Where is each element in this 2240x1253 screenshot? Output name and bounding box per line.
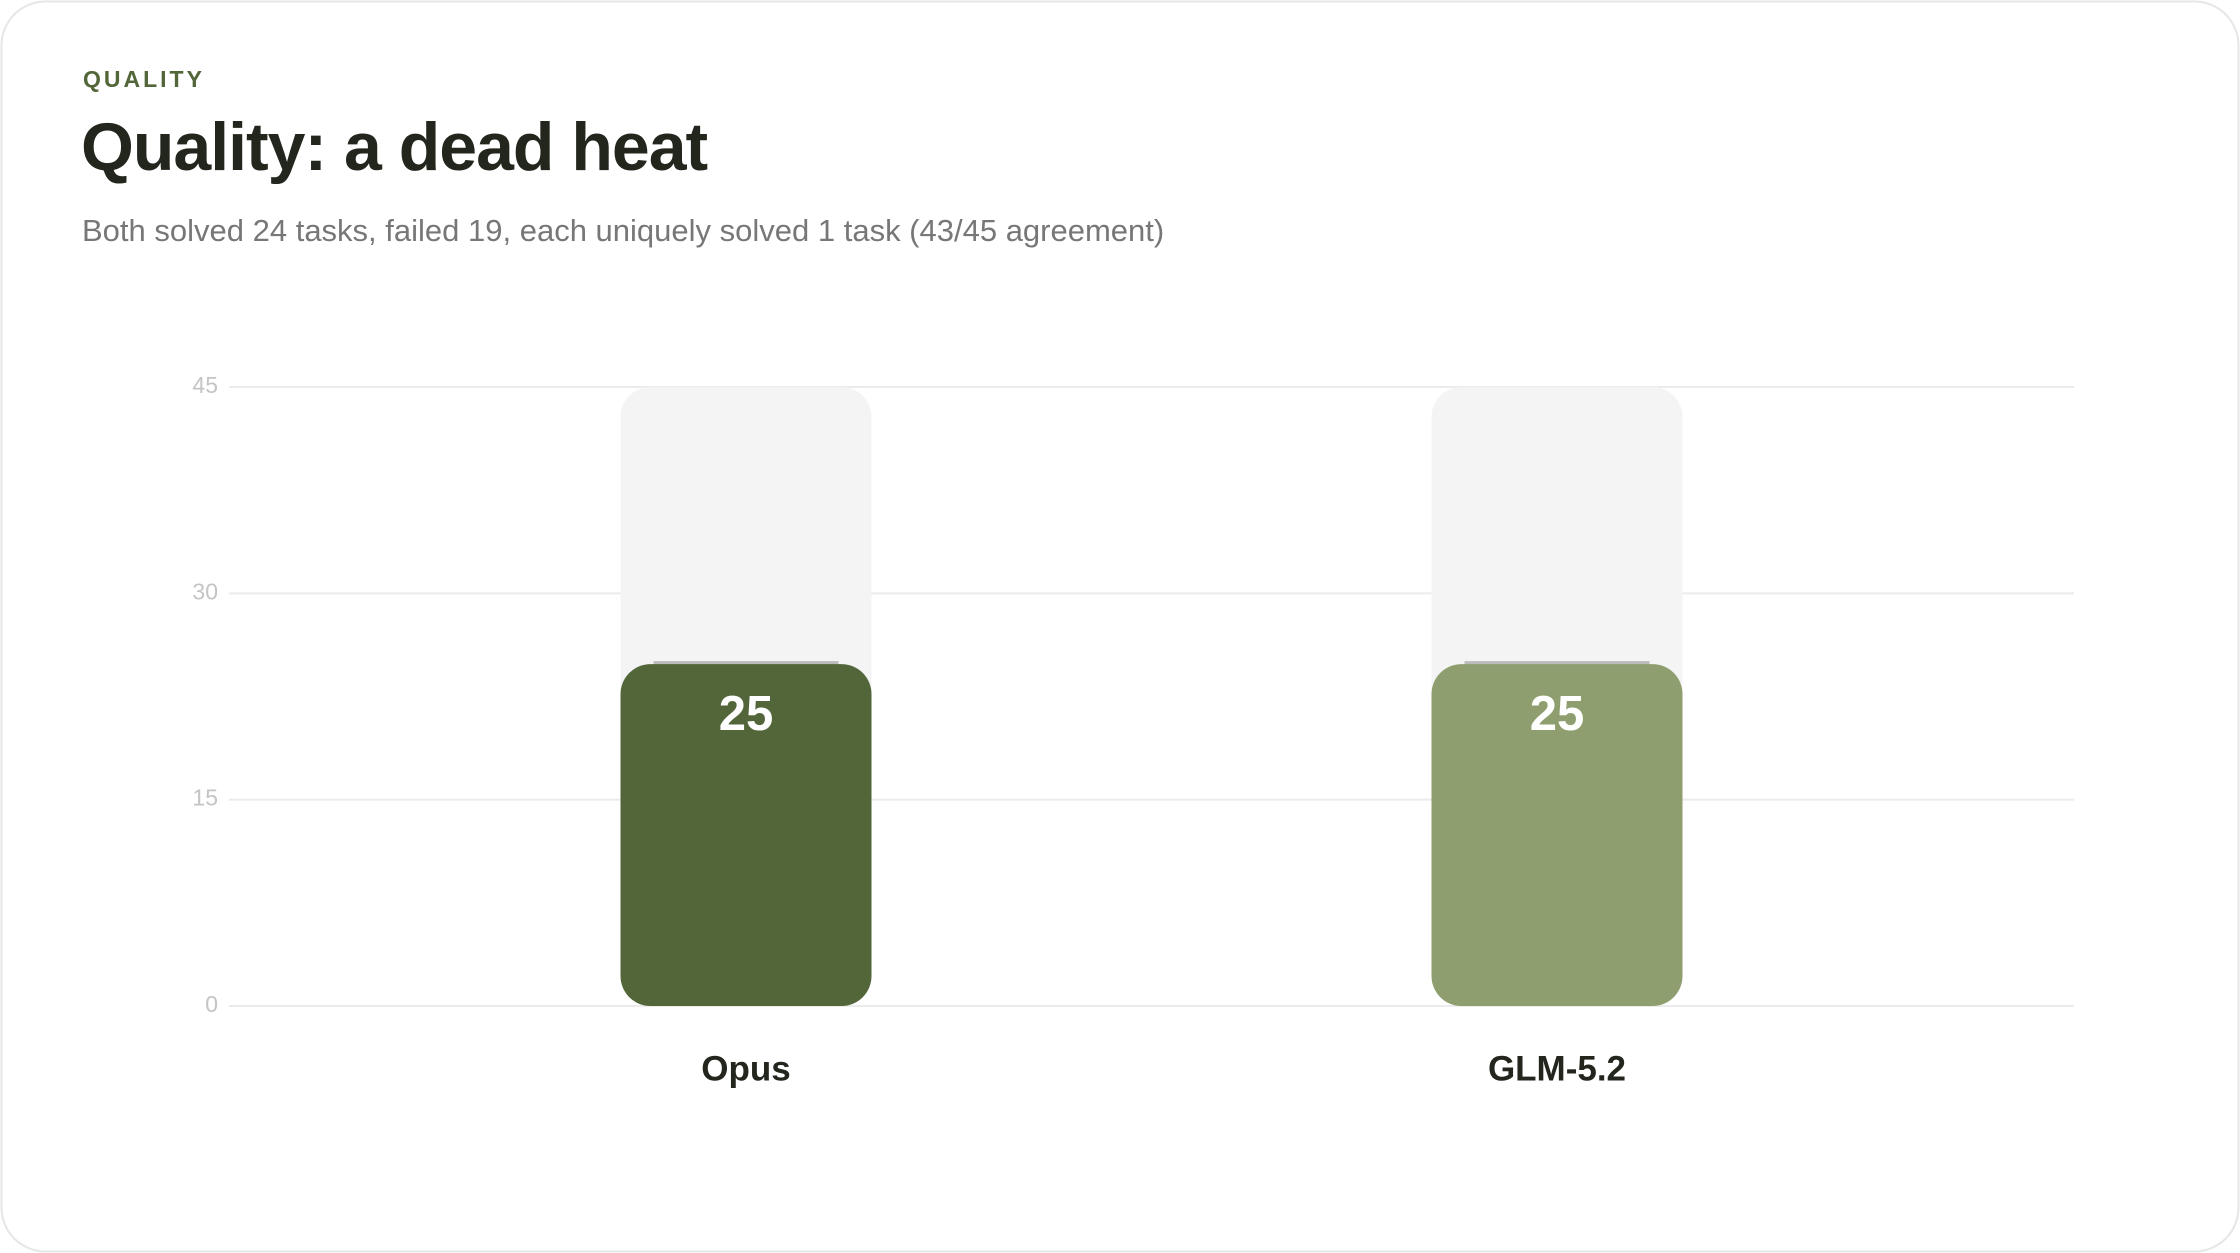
chart-subtitle: Both solved 24 tasks, failed 19, each un… [82,213,1164,248]
chart-kicker: QUALITY [83,66,205,92]
y-tick-label: 45 [192,372,218,398]
bar-value-label: 25 [719,687,774,741]
bar-value-label: 25 [1530,687,1585,741]
y-tick-label: 30 [192,578,218,604]
y-tick-label: 15 [192,785,218,811]
bar [620,664,872,1006]
x-tick-label: GLM-5.2 [1488,1049,1626,1088]
y-tick-label: 0 [205,991,218,1017]
bar [1431,664,1683,1006]
x-tick-label: Opus [701,1049,790,1088]
chart-title: Quality: a dead heat [81,109,708,185]
